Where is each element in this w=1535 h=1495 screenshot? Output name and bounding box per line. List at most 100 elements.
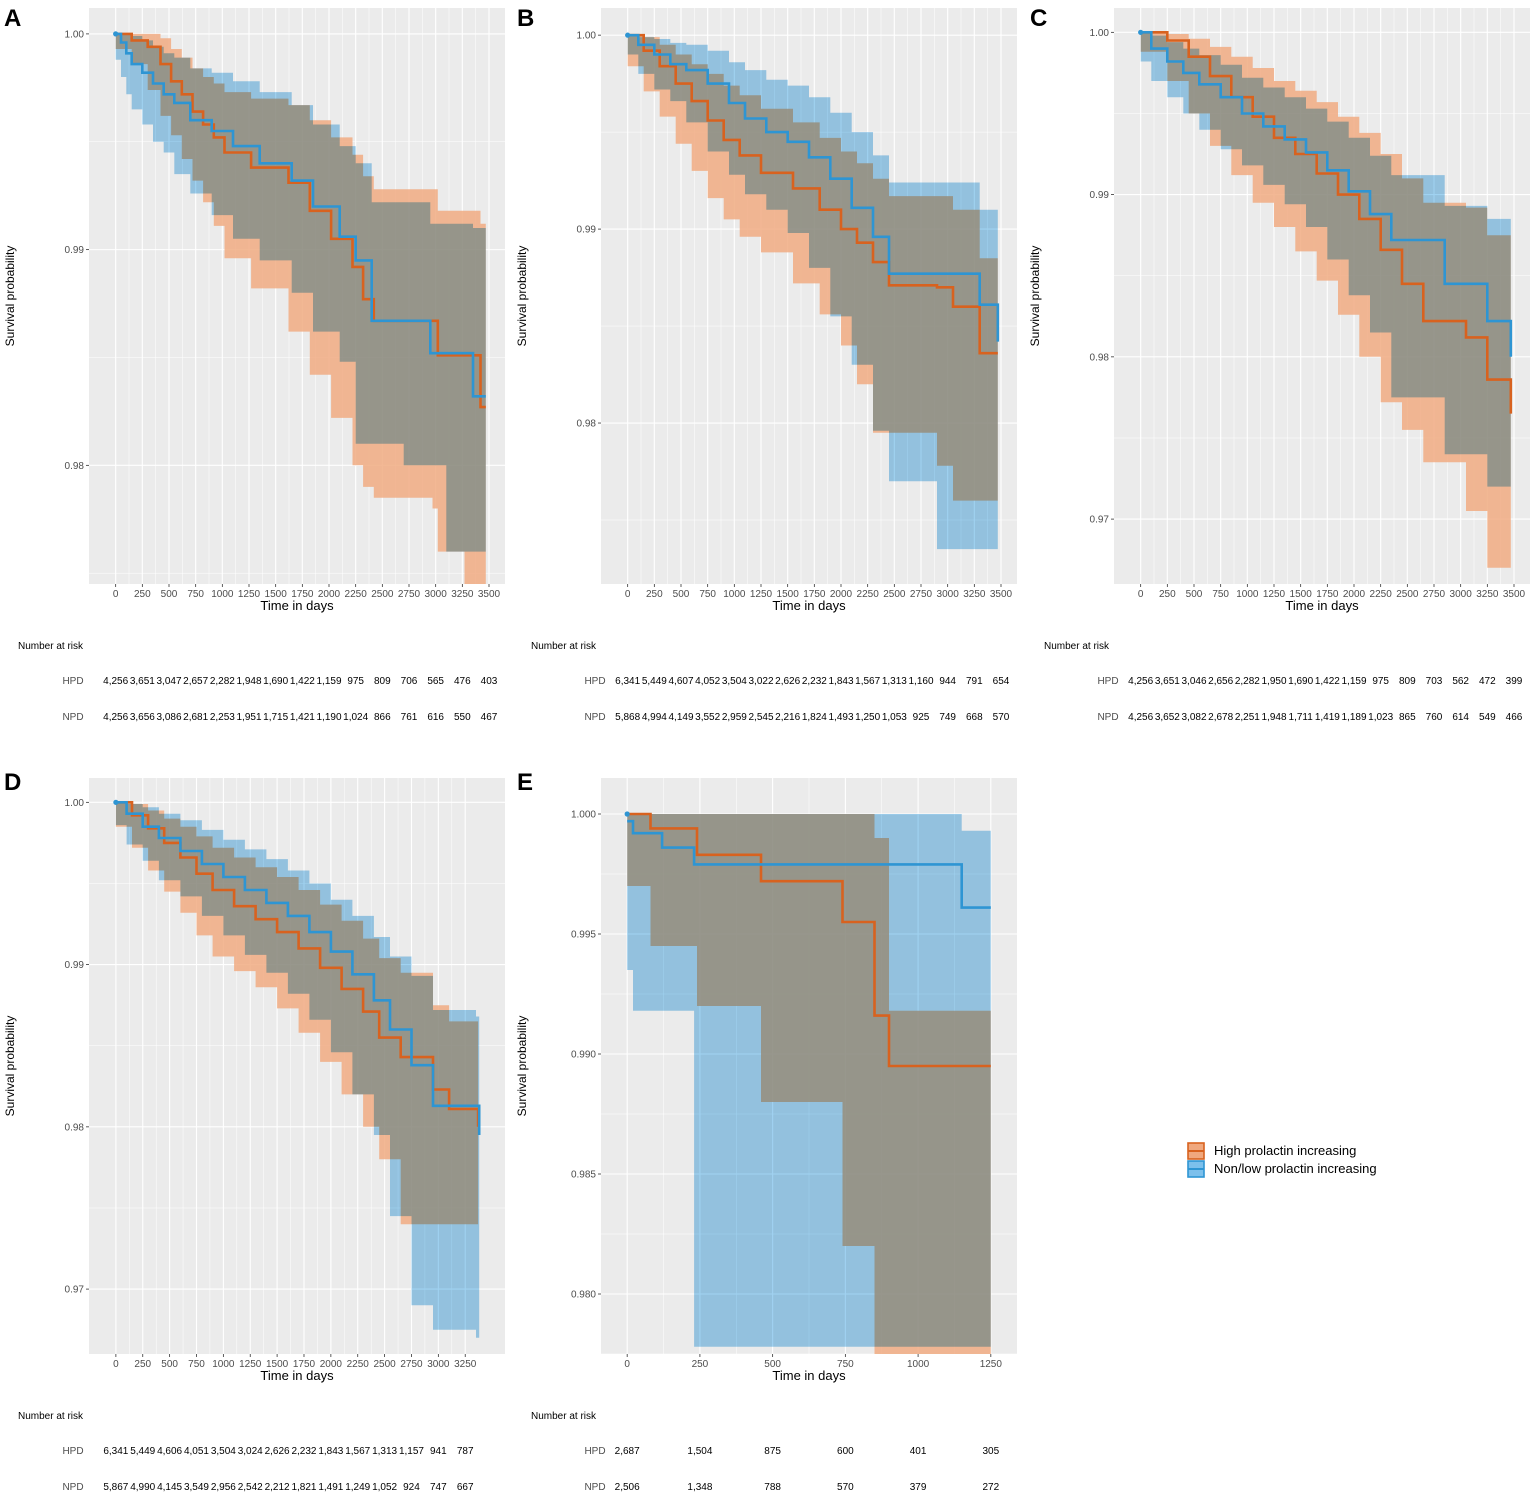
risk-value-npd: 2,251 [1235,712,1260,723]
panel-letter: E [517,769,533,796]
risk-value-hpd: 1,567 [345,1446,370,1457]
risk-value-hpd: 3,504 [211,1446,236,1457]
risk-value-npd: 4,256 [1128,712,1153,723]
npd-survival-line [115,801,481,1135]
risk-value-hpd: 1,567 [855,676,880,687]
y-tick-label: 0.98 [1090,352,1110,363]
x-tick-label: 0 [625,589,631,600]
risk-value-hpd: 562 [1452,676,1469,687]
start-point [113,799,119,805]
x-tick-label: 1500 [777,589,800,600]
x-tick-label: 1000 [211,589,234,600]
risk-value-hpd: 1,313 [372,1446,397,1457]
risk-value-hpd: 6,341 [615,676,640,687]
x-tick-label: 2500 [373,1359,396,1370]
risk-value-hpd: 4,606 [157,1446,182,1457]
risk-value-npd: 1,493 [828,712,853,723]
risk-value-hpd: 3,046 [1181,676,1206,687]
risk-table-title: Number at risk [1044,641,1110,652]
npd-confidence-band [627,814,991,1347]
risk-value-hpd: 4,051 [184,1446,209,1457]
risk-value-hpd: 1,159 [316,676,341,687]
panel-A: A 0.98 0.99 1.00 0 250 500 750 1000 1250 1500 1750 2… [3,5,505,723]
risk-value-npd: 2,545 [748,712,773,723]
risk-value-hpd: 2,626 [775,676,800,687]
risk-value-npd: 2,681 [183,712,208,723]
x-tick-label: 250 [134,1359,151,1370]
risk-value-hpd: 3,651 [1155,676,1180,687]
risk-value-npd: 1,024 [343,712,368,723]
risk-value-npd: 467 [481,712,498,723]
risk-value-hpd: 565 [427,676,444,687]
risk-value-hpd: 2,282 [210,676,235,687]
x-tick-label: 250 [134,589,151,600]
hpd-survival-line [627,33,998,355]
npd-survival-line [1140,30,1513,357]
risk-value-npd: 1,189 [1341,712,1366,723]
x-tick-label: 1000 [1236,589,1259,600]
risk-value-npd: 668 [966,712,983,723]
x-tick-label: 2250 [347,1359,370,1370]
risk-value-hpd: 305 [982,1446,999,1457]
y-tick-label: 0.97 [1090,515,1110,526]
npd-confidence-band [627,35,998,550]
x-tick-label: 750 [1212,589,1229,600]
x-tick-label: 2750 [400,1359,423,1370]
start-point [625,32,631,38]
y-axis-title: Survival probability [3,1016,17,1117]
risk-value-npd: 2,212 [265,1482,290,1493]
risk-value-hpd: 1,948 [236,676,261,687]
risk-value-hpd: 4,256 [1128,676,1153,687]
risk-value-npd: 1,951 [236,712,261,723]
x-tick-label: 2750 [910,589,933,600]
y-axis-title: Survival probability [515,246,529,347]
x-tick-label: 2500 [883,589,906,600]
risk-value-npd: 379 [910,1482,927,1493]
risk-value-npd: 570 [837,1482,854,1493]
risk-value-hpd: 3,651 [130,676,155,687]
x-tick-label: 1750 [803,589,826,600]
x-tick-label: 0 [113,589,119,600]
risk-value-hpd: 2,232 [802,676,827,687]
y-tick-label: 0.99 [1090,190,1110,201]
risk-value-hpd: 2,232 [291,1446,316,1457]
x-tick-label: 1500 [265,589,288,600]
risk-value-hpd: 2,656 [1208,676,1233,687]
confidence-bands [627,814,991,1354]
risk-row-label-hpd: HPD [62,676,83,687]
x-tick-label: 3500 [990,589,1013,600]
risk-value-npd: 788 [764,1482,781,1493]
risk-value-hpd: 703 [1426,676,1443,687]
risk-value-npd: 1,023 [1368,712,1393,723]
risk-value-npd: 1,250 [855,712,880,723]
risk-value-hpd: 600 [837,1446,854,1457]
risk-value-hpd: 1,422 [290,676,315,687]
y-tick-label: 0.995 [571,930,596,941]
y-tick-label: 0.990 [571,1050,596,1061]
risk-value-hpd: 3,047 [156,676,181,687]
risk-value-npd: 760 [1426,712,1443,723]
risk-value-npd: 667 [457,1482,474,1493]
risk-value-hpd: 975 [347,676,364,687]
x-tick-label: 2000 [320,1359,343,1370]
hpd-survival-line [1140,30,1513,414]
x-tick-label: 2250 [857,589,880,600]
risk-value-hpd: 1,160 [908,676,933,687]
risk-value-hpd: 4,052 [695,676,720,687]
risk-value-hpd: 1,422 [1315,676,1340,687]
x-tick-label: 250 [692,1359,709,1370]
risk-value-npd: 570 [993,712,1010,723]
risk-value-npd: 1,419 [1315,712,1340,723]
legend-label-npd: Non/low prolactin increasing [1214,1161,1377,1176]
risk-value-npd: 2,678 [1208,712,1233,723]
x-tick-label: 250 [1159,589,1176,600]
risk-value-npd: 761 [401,712,418,723]
x-tick-label: 2000 [318,589,341,600]
risk-table-title: Number at risk [18,1411,84,1422]
risk-value-hpd: 3,504 [722,676,747,687]
risk-value-npd: 2,506 [615,1482,640,1493]
y-tick-label: 1.00 [1090,28,1110,39]
npd-survival-line [627,33,1000,342]
risk-row-label-npd: NPD [62,712,83,723]
risk-table-title: Number at risk [531,641,597,652]
